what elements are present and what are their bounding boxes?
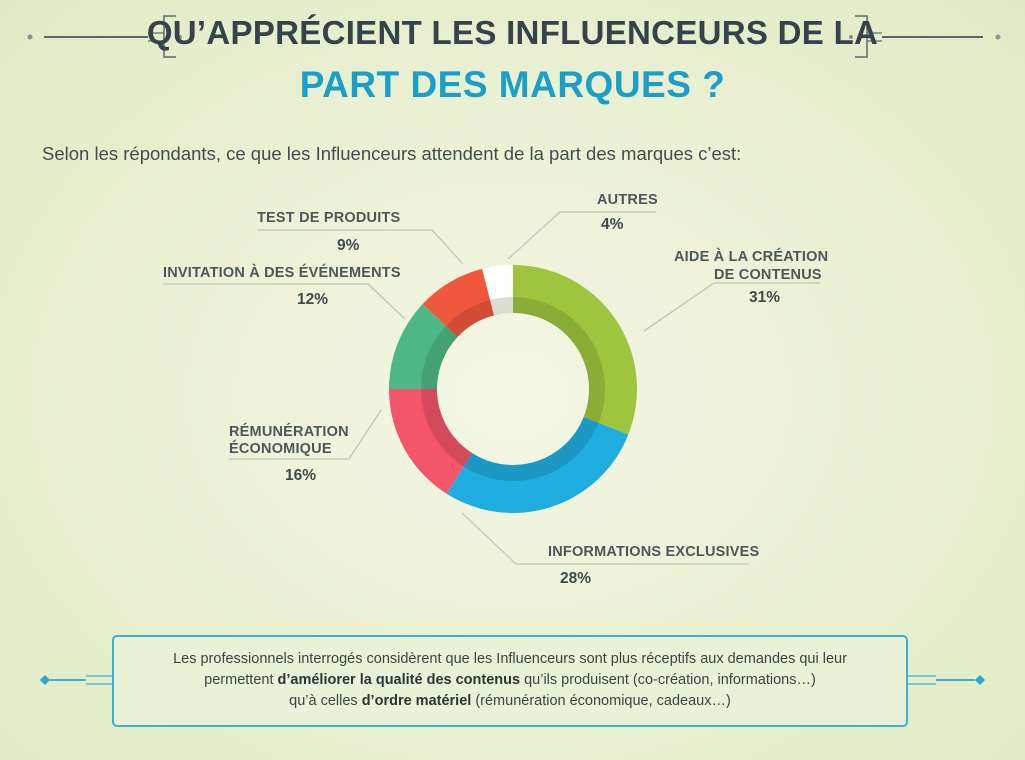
value-remu: 16% [285,467,317,484]
leader-line-invit [163,283,406,320]
label-remu-2: ÉCONOMIQUE [229,441,332,457]
note-line-3: qu’à celles d’ordre matériel (rémunérati… [289,693,731,709]
slice-remu [389,389,473,494]
label-test: TEST DE PRODUITS [257,210,401,226]
slice-shade-info [463,416,599,481]
header-ornament [27,15,1001,58]
label-autres: AUTRES [597,192,658,208]
donut-chart [163,211,820,565]
value-aide: 31% [749,289,781,306]
slice-shade-test [445,299,495,337]
note-line-2: permettent d’améliorer la qualité des co… [204,672,816,688]
page-title-line1: QU’APPRÉCIENT LES INFLUENCEURS DE LA [146,14,879,51]
note-line-1: Les professionnels interrogés considèren… [173,651,847,667]
leader-line-test [257,229,464,265]
slice-info [446,416,629,513]
slice-test [422,268,495,337]
chart-subtitle: Selon les répondants, ce que les Influen… [42,143,742,164]
value-autres: 4% [601,216,624,233]
leader-line-aide [643,282,820,332]
label-info: INFORMATIONS EXCLUSIVES [548,544,760,560]
page-title-line2: PART DES MARQUES ? [299,64,726,105]
slice-invit [389,304,458,389]
slice-aide [513,265,637,435]
value-info: 28% [560,570,592,587]
label-remu-1: RÉMUNÉRATION [229,424,349,440]
value-test: 9% [337,237,360,254]
slice-shade-aide [513,297,605,423]
value-invit: 12% [297,291,329,308]
leader-lines [163,211,820,565]
leader-line-remu [229,409,382,460]
slice-shade-autres [490,297,513,316]
leader-line-autres [507,211,656,260]
label-invit: INVITATION À DES ÉVÉNEMENTS [163,265,401,281]
slice-shade-remu [421,389,473,467]
slice-shade-invit [421,326,458,389]
leader-line-info [461,512,749,565]
label-aide-2: DE CONTENUS [714,267,822,283]
label-aide-1: AIDE À LA CRÉATION [674,249,829,265]
note-ornament [40,675,985,685]
conclusion-note: Les professionnels interrogés considèren… [112,635,908,727]
